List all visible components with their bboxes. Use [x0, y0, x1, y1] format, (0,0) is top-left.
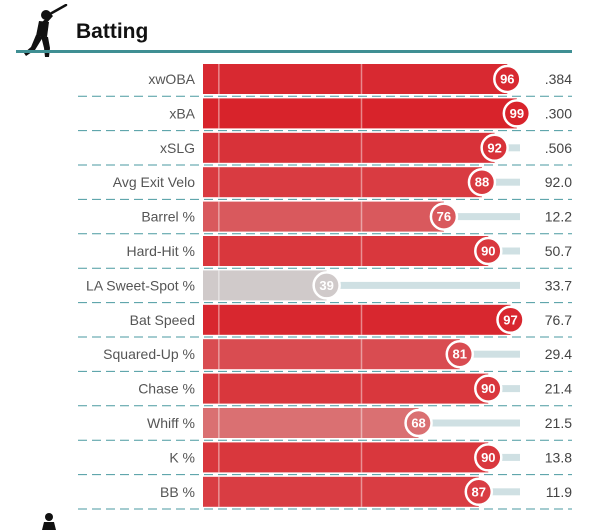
percentile-bar [203, 167, 482, 198]
metric-label: xBA [169, 105, 195, 121]
percentile-badge [493, 64, 522, 94]
metric-label: Hard-Hit % [127, 243, 195, 259]
percentile-bar [203, 304, 511, 335]
percentile-value: 39 [319, 278, 333, 293]
next-section-icon [42, 513, 56, 530]
track-bar [481, 178, 520, 186]
stat-value: 33.7 [545, 277, 572, 293]
percentile-value: 92 [487, 140, 501, 155]
percentile-value: 81 [453, 347, 467, 362]
percentile-bar [203, 270, 327, 301]
section-header: Batting [0, 0, 589, 60]
stat-value: 21.5 [545, 415, 572, 431]
metric-label: Squared-Up % [103, 346, 195, 362]
stat-value: 92.0 [545, 174, 572, 190]
header-divider [16, 50, 572, 53]
stat-value: 76.7 [545, 312, 572, 328]
metric-label: Barrel % [141, 209, 195, 225]
metric-label: BB % [160, 484, 195, 500]
percentile-badge [474, 443, 503, 472]
percentile-bar [203, 408, 419, 438]
percentile-badge [312, 271, 341, 300]
percentile-bar [203, 373, 489, 404]
metric-label: xSLG [160, 140, 195, 156]
stat-value: 12.2 [545, 209, 572, 225]
percentile-bar [203, 476, 479, 507]
percentile-bar [203, 132, 495, 163]
percentile-bar [203, 339, 460, 370]
stat-value: .506 [545, 140, 572, 156]
percentile-badge [429, 202, 459, 231]
metric-label: Bat Speed [130, 312, 195, 328]
metric-label: LA Sweet-Spot % [86, 277, 195, 293]
percentile-badge [467, 167, 497, 197]
percentile-value: 99 [510, 106, 524, 121]
percentile-badge [445, 339, 475, 369]
stat-value: 21.4 [545, 381, 572, 397]
percentile-value: 97 [503, 312, 517, 327]
percentile-bar [203, 201, 444, 232]
percentile-value: 96 [500, 72, 514, 87]
stat-value: 50.7 [545, 243, 572, 259]
metric-label: Whiff % [147, 415, 195, 431]
percentile-value: 90 [481, 381, 495, 396]
percentile-badge [404, 408, 433, 438]
section-title: Batting [76, 20, 149, 43]
track-bar [326, 281, 520, 289]
percentile-bar [203, 442, 489, 473]
metric-label: xwOBA [148, 71, 195, 87]
track-bar [418, 419, 520, 427]
metric-label: Avg Exit Velo [113, 174, 195, 190]
percentile-value: 87 [472, 484, 486, 499]
percentile-badge [474, 374, 503, 403]
metric-label: Chase % [138, 381, 195, 397]
percentile-badge [474, 236, 503, 266]
track-bar [443, 213, 520, 221]
track-bar [488, 453, 520, 461]
percentile-value: 76 [437, 209, 451, 224]
percentile-bar [203, 236, 489, 266]
percentile-badge [480, 133, 509, 163]
stat-value: 13.8 [545, 449, 572, 465]
track-bar [488, 385, 520, 393]
stat-value: 29.4 [545, 346, 572, 362]
percentile-value: 68 [411, 416, 425, 431]
percentile-bar [203, 64, 508, 94]
percentile-value: 90 [481, 450, 495, 465]
stat-value: .300 [545, 105, 572, 121]
stat-value: .384 [545, 71, 572, 87]
track-bar [488, 247, 520, 255]
percentile-bar [203, 98, 517, 129]
percentile-value: 90 [481, 244, 495, 259]
percentile-badge [502, 99, 532, 128]
percentile-value: 88 [475, 175, 489, 190]
percentile-badge [464, 477, 494, 507]
stat-value: 11.9 [546, 484, 572, 500]
metric-label: K % [169, 449, 195, 465]
track-bar [478, 488, 520, 496]
track-bar [459, 350, 520, 358]
percentile-badge [496, 305, 525, 335]
